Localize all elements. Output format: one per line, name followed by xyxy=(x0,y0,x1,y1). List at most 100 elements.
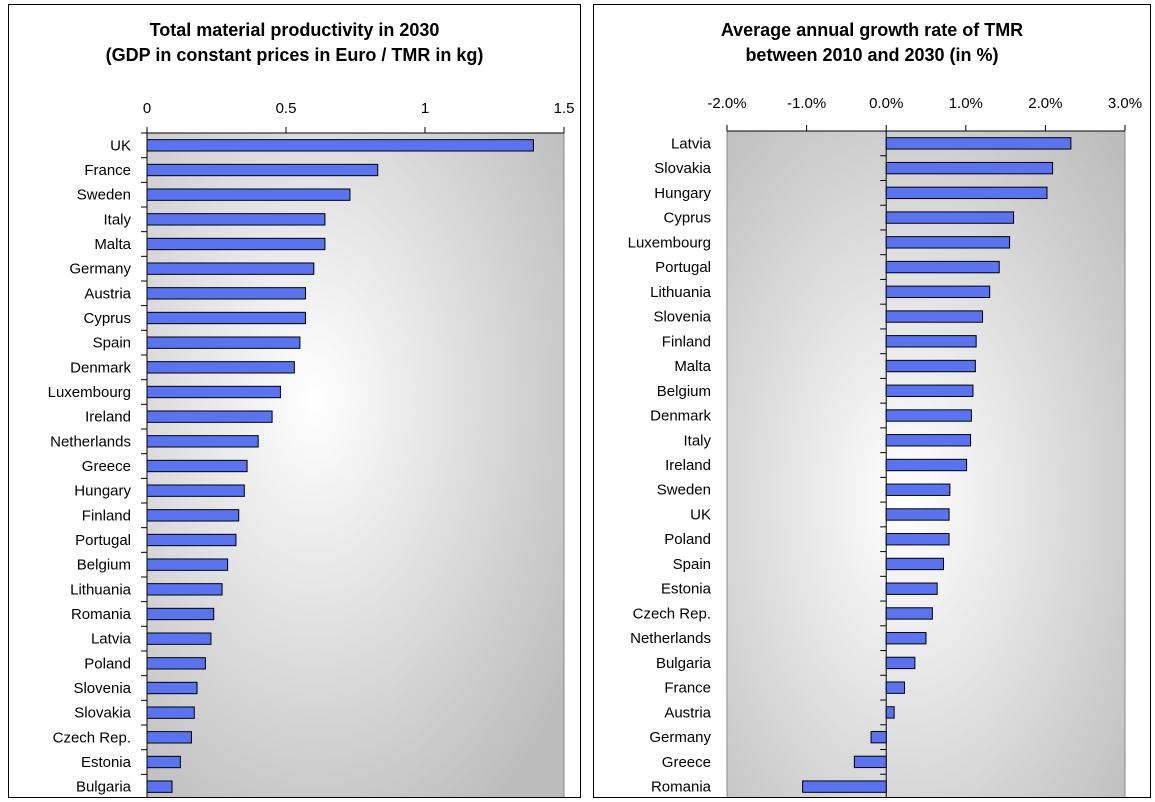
x-tick-label: -1.0% xyxy=(787,95,826,112)
productivity-bar-chart: 0 0.5 1 1.5 UK France Sweden Italy Malta Germany A… xyxy=(48,100,575,797)
x-tick-label: 3.0% xyxy=(1108,95,1142,112)
category-label: Germany xyxy=(649,729,711,746)
bar xyxy=(885,656,916,670)
category-label: Lithuania xyxy=(70,581,132,598)
bar xyxy=(146,632,212,645)
bar xyxy=(885,236,1011,249)
category-label: Portugal xyxy=(75,532,131,549)
bar xyxy=(885,607,933,620)
category-label: Austria xyxy=(664,704,711,721)
category-label: Italy xyxy=(683,432,711,449)
bar xyxy=(885,631,927,645)
category-label: Estonia xyxy=(661,581,712,598)
bar xyxy=(146,262,315,275)
bar xyxy=(885,359,976,373)
bar xyxy=(146,533,237,547)
category-label: Sweden xyxy=(77,187,131,204)
x-tick-label: -2.0% xyxy=(707,95,746,112)
x-tick-label: 0 xyxy=(143,100,151,117)
category-label: Finland xyxy=(82,507,131,524)
bar xyxy=(146,336,301,349)
bar xyxy=(885,285,991,299)
category-label: Hungary xyxy=(74,483,131,500)
chart-subtitle: between 2010 and 2030 (in %) xyxy=(745,45,999,65)
bar xyxy=(885,483,951,496)
x-tick-label: 1.5 xyxy=(554,100,575,117)
category-label: Greece xyxy=(662,754,711,771)
bar xyxy=(885,335,977,348)
category-label: Denmark xyxy=(650,408,711,425)
x-tick-label: 0.5 xyxy=(276,100,297,117)
bar xyxy=(146,657,206,670)
bar xyxy=(885,211,1015,224)
bar xyxy=(885,384,974,397)
x-tick-label: 1.0% xyxy=(949,95,983,112)
category-label: Netherlands xyxy=(50,433,131,450)
category-label: Slovakia xyxy=(74,705,131,722)
bar xyxy=(885,137,1072,150)
category-label: Poland xyxy=(664,531,711,548)
category-label: Czech Rep. xyxy=(53,729,131,746)
category-label: Malta xyxy=(94,236,131,253)
category-label: Austria xyxy=(84,285,131,302)
category-label: Latvia xyxy=(671,135,712,152)
category-label: Bulgaria xyxy=(76,779,132,796)
category-label: Romania xyxy=(71,606,132,623)
category-label: Italy xyxy=(103,211,131,228)
bar xyxy=(885,557,945,571)
bar xyxy=(885,681,906,694)
bar xyxy=(885,458,968,472)
category-label: Latvia xyxy=(91,631,132,648)
bar xyxy=(870,730,887,744)
category-label: UK xyxy=(110,137,131,154)
bar xyxy=(885,582,938,595)
bar xyxy=(885,260,1000,274)
bar xyxy=(146,311,306,325)
bar xyxy=(146,459,248,473)
bar xyxy=(146,213,326,226)
x-tick-label: 0.0% xyxy=(869,95,903,112)
category-label: Ireland xyxy=(665,457,711,474)
category-label: Luxembourg xyxy=(628,234,711,251)
bar xyxy=(146,607,215,621)
bar xyxy=(885,409,972,422)
productivity-chart-panel: Total material productivity in 2030 (GDP… xyxy=(8,4,581,798)
bar xyxy=(885,706,895,719)
bar xyxy=(146,287,306,300)
bar xyxy=(146,780,173,793)
chart-title: Average annual growth rate of TMR xyxy=(720,20,1024,40)
chart-subtitle: (GDP in constant prices in Euro / TMR in… xyxy=(105,45,484,65)
chart-title: Total material productivity in 2030 xyxy=(149,20,440,40)
bar xyxy=(885,434,972,447)
bar xyxy=(146,755,181,769)
category-label: Cyprus xyxy=(83,310,131,327)
category-label: Belgium xyxy=(77,557,131,574)
bar xyxy=(146,558,229,571)
category-label: Lithuania xyxy=(650,284,712,301)
bar xyxy=(146,583,223,596)
category-label: Spain xyxy=(673,556,711,573)
category-label: Slovakia xyxy=(654,160,711,177)
bar xyxy=(885,186,1048,200)
bar xyxy=(146,509,240,522)
category-label: Germany xyxy=(69,261,131,278)
category-label: UK xyxy=(690,506,711,523)
category-label: Slovenia xyxy=(73,680,131,697)
category-label: Ireland xyxy=(85,409,131,426)
bar xyxy=(146,410,273,423)
bar xyxy=(146,681,198,695)
bar xyxy=(802,780,887,793)
x-tick-label: 1 xyxy=(421,100,429,117)
bar xyxy=(146,188,351,201)
category-label: Greece xyxy=(82,458,131,475)
bar xyxy=(146,361,295,374)
category-label: Luxembourg xyxy=(48,384,131,401)
category-label: Spain xyxy=(93,335,131,352)
category-label: France xyxy=(84,162,131,179)
bar xyxy=(146,484,245,497)
category-label: Bulgaria xyxy=(656,655,712,672)
bar xyxy=(146,139,534,152)
growth-rate-bar-chart: -2.0% -1.0% 0.0% 1.0% 2.0% 3.0% Latvia Slovakia… xyxy=(628,95,1142,797)
bar xyxy=(146,385,281,399)
category-label: Poland xyxy=(84,655,131,672)
